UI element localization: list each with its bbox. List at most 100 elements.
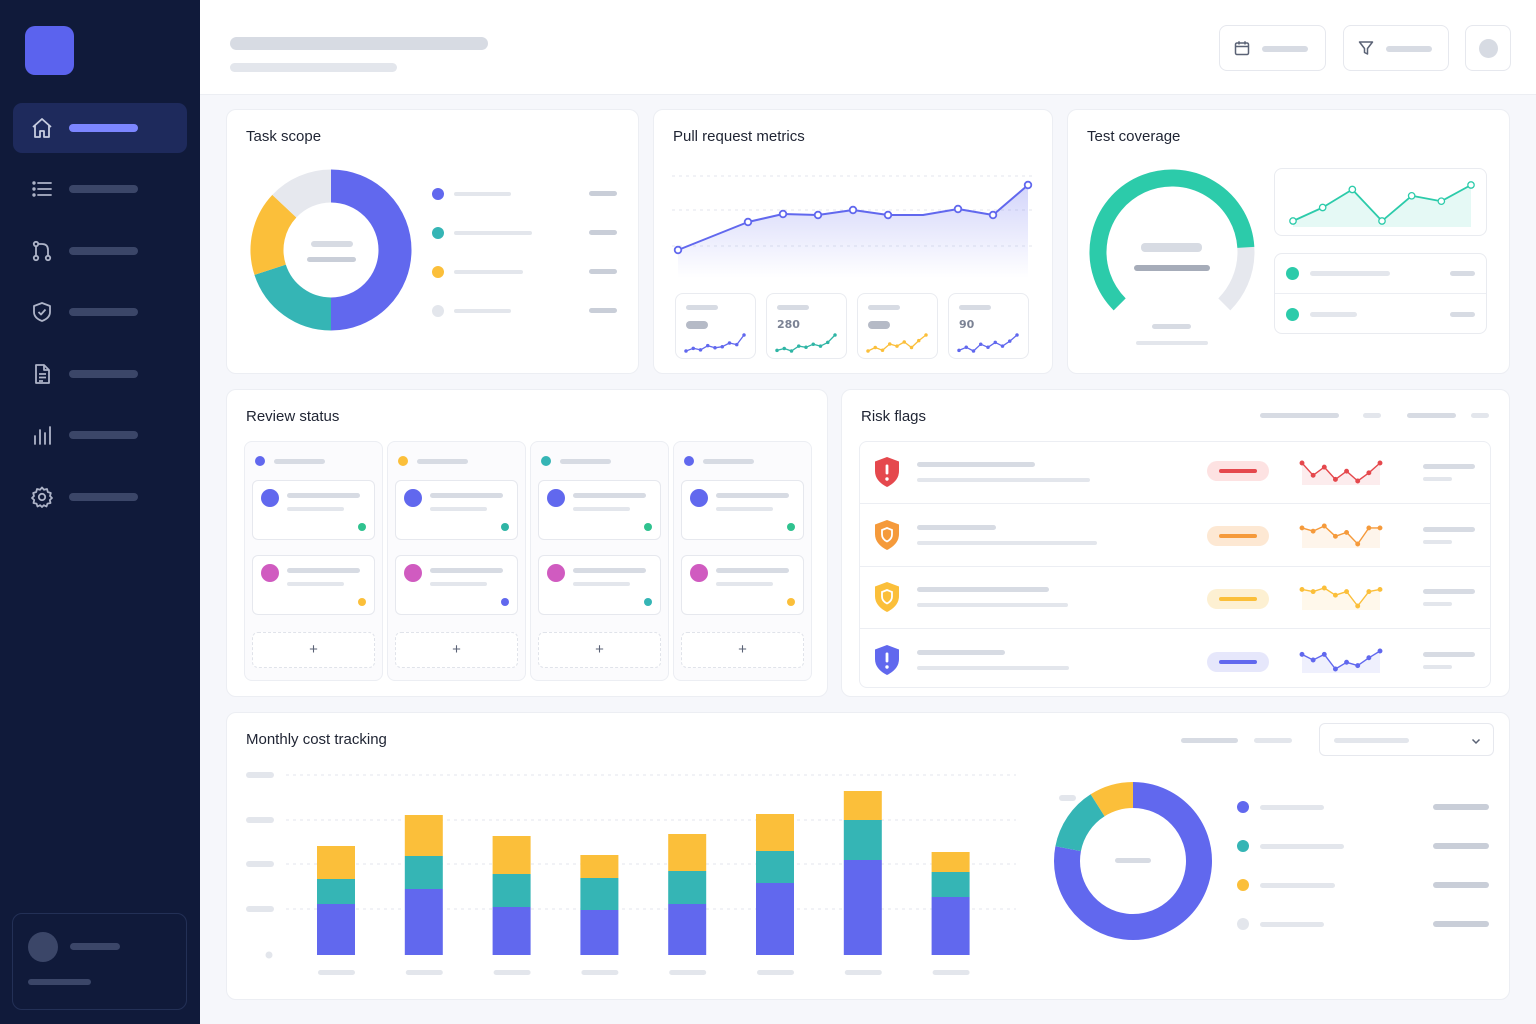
bar-segment[interactable] xyxy=(931,897,970,955)
filter-button[interactable] xyxy=(1343,25,1449,71)
area-point[interactable] xyxy=(778,209,788,219)
bar-segment[interactable] xyxy=(317,846,355,879)
area-point[interactable] xyxy=(988,210,998,220)
kpi-tile[interactable]: 280 xyxy=(766,293,847,359)
sparkline-point xyxy=(1321,523,1327,528)
bar-segment[interactable] xyxy=(492,836,531,874)
app-logo[interactable] xyxy=(25,26,74,75)
gauge-subcaption-placeholder xyxy=(1136,341,1208,345)
sidebar-item-tasks[interactable] xyxy=(13,164,187,214)
sidebar-item-settings[interactable] xyxy=(13,472,187,522)
cost-filter-tab[interactable] xyxy=(1254,738,1292,743)
bar-segment[interactable] xyxy=(580,878,619,910)
sidebar-item-reports[interactable] xyxy=(13,410,187,460)
bar-segment[interactable] xyxy=(317,904,355,955)
risk-meta-sub-placeholder xyxy=(1423,539,1452,544)
bar-segment[interactable] xyxy=(843,791,882,820)
add-card-button[interactable]: + xyxy=(538,632,661,668)
risk-filter-tab[interactable] xyxy=(1471,413,1489,418)
add-card-button[interactable]: + xyxy=(395,632,518,668)
risk-row[interactable] xyxy=(860,505,1490,567)
review-card[interactable] xyxy=(681,555,804,615)
bar-segment[interactable] xyxy=(843,820,882,860)
list-icon xyxy=(32,181,52,197)
bar-segment[interactable] xyxy=(580,855,619,878)
bar-segment[interactable] xyxy=(931,852,970,872)
cost-breakdown-donut-chart xyxy=(1054,782,1212,940)
bar-segment[interactable] xyxy=(756,814,794,851)
sidebar-item-documents[interactable] xyxy=(13,349,187,399)
review-card[interactable] xyxy=(538,555,661,615)
bar-segment[interactable] xyxy=(580,910,619,955)
kpi-tile[interactable] xyxy=(675,293,756,359)
task-scope-slice[interactable] xyxy=(330,169,412,331)
risk-row[interactable] xyxy=(860,567,1490,629)
bar-segment[interactable] xyxy=(404,815,443,856)
area-point[interactable] xyxy=(848,205,858,215)
cost-slice[interactable] xyxy=(1055,794,1106,852)
bar-segment[interactable] xyxy=(931,872,970,897)
risk-row[interactable] xyxy=(860,630,1490,688)
kpi-tile[interactable]: 90 xyxy=(948,293,1029,359)
review-card[interactable] xyxy=(681,480,804,540)
cost-slice[interactable] xyxy=(1054,782,1212,940)
sparkline-point xyxy=(1366,470,1372,476)
risk-filter-tab[interactable] xyxy=(1407,413,1456,418)
area-point[interactable] xyxy=(673,245,683,255)
sparkline-point xyxy=(986,345,990,350)
bar-segment[interactable] xyxy=(756,851,794,883)
area-point[interactable] xyxy=(1023,180,1033,190)
column-status-dot xyxy=(398,456,408,466)
risk-row[interactable] xyxy=(860,442,1490,504)
bar-segment[interactable] xyxy=(404,856,443,889)
sidebar-item-home[interactable] xyxy=(13,103,187,153)
legend-dot xyxy=(432,188,444,200)
profile-button[interactable] xyxy=(1465,25,1511,71)
add-card-button[interactable]: + xyxy=(252,632,375,668)
review-card[interactable] xyxy=(252,480,375,540)
risk-trend-sparkline xyxy=(1299,523,1383,548)
cost-slice[interactable] xyxy=(1090,782,1134,817)
sparkline-point xyxy=(782,346,786,351)
bar-segment[interactable] xyxy=(404,889,443,955)
donut-center-value xyxy=(311,241,353,247)
date-range-button[interactable] xyxy=(1219,25,1326,71)
coverage-trend-panel xyxy=(1274,168,1487,236)
sidebar-item-pull-requests[interactable] xyxy=(13,226,187,276)
review-card[interactable] xyxy=(252,555,375,615)
area-point[interactable] xyxy=(743,217,753,227)
chevron-down-icon xyxy=(1471,738,1481,745)
bar-segment[interactable] xyxy=(668,871,707,904)
card-status-dot xyxy=(787,523,795,531)
add-card-button[interactable]: + xyxy=(681,632,804,668)
kpi-tile[interactable] xyxy=(857,293,938,359)
review-card[interactable] xyxy=(395,480,518,540)
task-scope-slice[interactable] xyxy=(250,194,297,275)
cost-filter-tab[interactable] xyxy=(1181,738,1238,743)
area-point[interactable] xyxy=(883,210,893,220)
bar-segment[interactable] xyxy=(492,907,531,955)
bar-segment[interactable] xyxy=(756,883,794,955)
risk-filter-tab[interactable] xyxy=(1260,413,1339,418)
bar-segment[interactable] xyxy=(317,879,355,904)
task-scope-slice[interactable] xyxy=(254,263,332,331)
card-subtitle-placeholder xyxy=(716,582,773,586)
user-profile-card[interactable] xyxy=(12,913,187,1010)
review-card[interactable] xyxy=(538,480,661,540)
task-scope-slice[interactable] xyxy=(272,169,332,219)
bar-segment[interactable] xyxy=(668,834,707,871)
risk-filter-tab[interactable] xyxy=(1363,413,1381,418)
legend-value-placeholder xyxy=(1450,271,1475,276)
bar-segment[interactable] xyxy=(492,874,531,907)
area-point[interactable] xyxy=(813,210,823,220)
x-axis-tick-placeholder xyxy=(844,970,882,975)
bar-segment[interactable] xyxy=(843,860,882,955)
bar-segment[interactable] xyxy=(668,904,707,955)
sidebar-item-label xyxy=(69,124,138,132)
legend-dot xyxy=(432,305,444,317)
area-point[interactable] xyxy=(953,204,963,214)
period-select[interactable] xyxy=(1319,723,1494,756)
sidebar-item-security[interactable] xyxy=(13,287,187,337)
review-card[interactable] xyxy=(395,555,518,615)
risk-desc-placeholder xyxy=(917,478,1090,482)
